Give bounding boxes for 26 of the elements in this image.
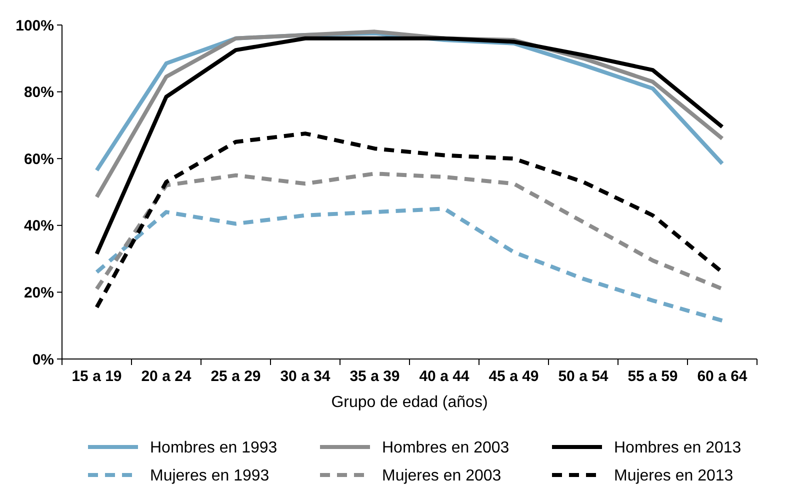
y-tick-label: 40%	[24, 218, 54, 235]
line-series	[94, 36, 724, 256]
legend-label: Mujeres en 1993	[150, 468, 270, 485]
x-tick-label: 60 a 64	[697, 368, 748, 385]
legend-label: Mujeres en 2003	[382, 468, 502, 485]
legend-label: Mujeres en 2013	[614, 468, 734, 485]
y-tick-label: 20%	[24, 284, 54, 302]
x-tick-label: 45 a 49	[488, 368, 539, 385]
y-tick-label: 80%	[24, 84, 54, 102]
line-series	[94, 206, 724, 323]
x-tick-label: 40 a 44	[419, 368, 470, 385]
legend-label: Hombres en 2003	[382, 440, 510, 457]
x-tick-label: 25 a 29	[210, 368, 261, 385]
x-tick-label: 30 a 34	[280, 368, 331, 385]
x-axis-title: Grupo de edad (años)	[331, 394, 488, 411]
x-tick-label: 55 a 59	[628, 368, 678, 385]
x-tick-label: 20 a 24	[141, 368, 192, 385]
y-tick-label: 60%	[24, 150, 54, 168]
line-series	[94, 172, 724, 291]
legend-label: Hombres en 2013	[614, 440, 742, 457]
legend-label: Hombres en 1993	[150, 440, 278, 457]
x-tick-label: 15 a 19	[72, 368, 122, 385]
y-tick-label: 100%	[16, 17, 54, 34]
x-tick-label: 35 a 39	[350, 368, 400, 385]
y-tick-label: 0%	[32, 351, 54, 368]
x-tick-label: 50 a 54	[558, 368, 609, 385]
